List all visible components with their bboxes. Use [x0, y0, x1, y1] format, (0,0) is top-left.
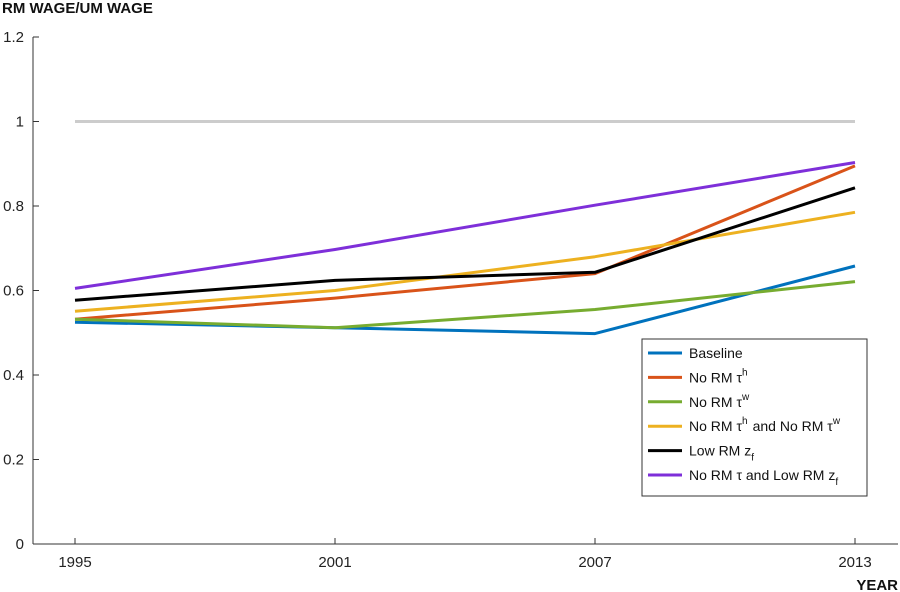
legend-label: No RM τw [689, 392, 750, 410]
y-tick-label: 1.2 [3, 29, 24, 46]
series-line-6 [74, 161, 856, 290]
legend-label: Baseline [689, 345, 743, 361]
legend-label: No RM τh [689, 367, 749, 385]
y-axis-label: RM WAGE/UM WAGE [2, 0, 153, 17]
y-tick-label: 0.2 [3, 452, 24, 469]
x-tick-label: 2007 [578, 554, 611, 571]
axes: 0 0.2 0.4 0.6 0.8 1 1.2 1995 2001 2007 2013 [3, 29, 898, 571]
series-line-5 [74, 186, 856, 302]
x-axis-label: YEAR [856, 577, 898, 592]
x-tick-label: 1995 [58, 554, 91, 571]
legend-label: No RM τh and No RM τw [689, 416, 841, 434]
legend-box [641, 338, 868, 497]
y-tick-label: 1 [16, 114, 24, 131]
x-tick-label: 2013 [838, 554, 871, 571]
series-line-2 [74, 164, 856, 321]
series-line-4 [74, 210, 856, 313]
y-tick-label: 0 [16, 536, 24, 553]
y-tick-label: 0.6 [3, 283, 24, 300]
series-line-3 [74, 280, 856, 330]
legend-label: Low RM zf [689, 443, 755, 464]
x-tick-label: 2001 [318, 554, 351, 571]
y-tick-label: 0.4 [3, 367, 24, 384]
series-layer [74, 161, 856, 336]
legend: Baseline No RM τh No RM τw No RM τh and N… [641, 338, 868, 497]
y-tick-label: 0.8 [3, 198, 24, 215]
legend-label: No RM τ and Low RM zf [689, 467, 839, 488]
